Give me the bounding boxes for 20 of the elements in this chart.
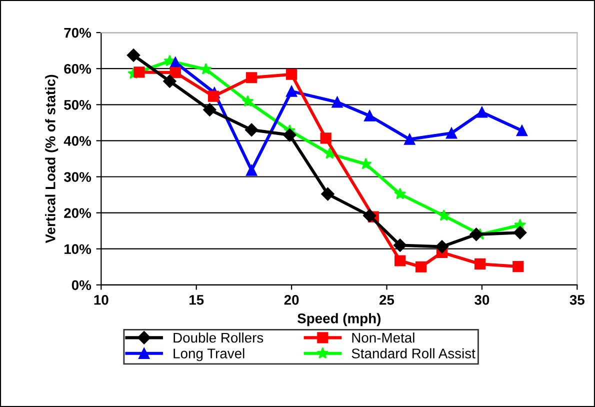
- x-tick-label: 25: [380, 294, 394, 305]
- y-tick-label: 40%: [64, 136, 92, 146]
- y-tick-label: 60%: [64, 64, 92, 74]
- legend-label: Long Travel: [174, 348, 244, 362]
- legend-label: Non-Metal: [352, 332, 414, 343]
- y-axis-title: Vertical Load (% of static): [45, 74, 58, 244]
- x-axis-title: Speed (mph): [298, 313, 381, 326]
- x-tick-label: 20: [284, 294, 299, 305]
- legend-label: Double Rollers: [174, 332, 264, 343]
- x-tick-label: 35: [570, 294, 584, 305]
- y-tick-label: 30%: [64, 172, 92, 182]
- x-tick-label: 10: [94, 294, 108, 305]
- y-tick-label: 20%: [64, 208, 92, 218]
- x-tick-label: 30: [474, 294, 490, 305]
- y-tick-label: 50%: [64, 100, 92, 110]
- y-tick-label: 0%: [72, 280, 92, 290]
- x-tick-label: 15: [190, 295, 204, 305]
- legend-label: Standard Roll Assist: [352, 348, 476, 358]
- y-tick-label: 70%: [64, 28, 92, 38]
- y-tick-label: 10%: [64, 244, 92, 254]
